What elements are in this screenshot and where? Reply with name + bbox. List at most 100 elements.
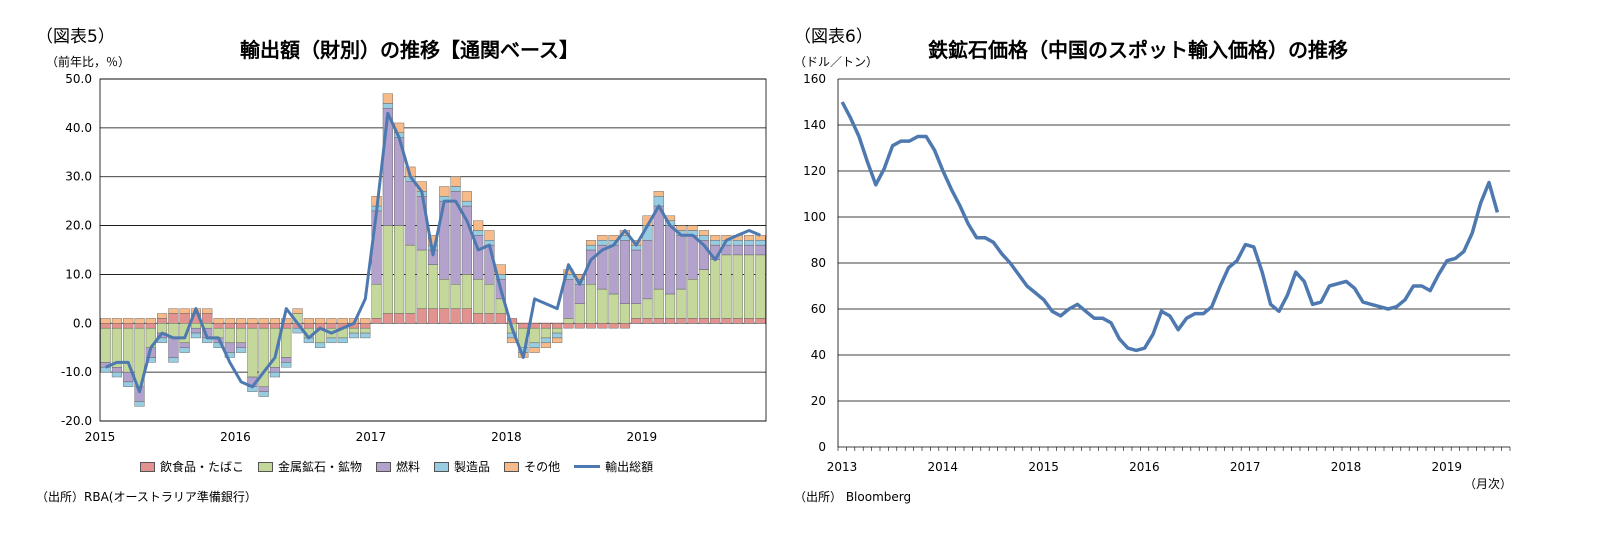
bar-0-26: [394, 313, 405, 324]
bar-2-14: [258, 386, 269, 392]
bar-3-53: [698, 235, 709, 241]
bar-0-49: [653, 318, 664, 324]
bar-1-48: [642, 298, 653, 319]
bar-0-24: [371, 318, 382, 324]
bar-1-51: [676, 288, 687, 319]
bar-3-12: [236, 347, 247, 353]
total-exports-line: [105, 111, 761, 394]
bar-4-54: [710, 235, 721, 241]
bar-2-6: [168, 337, 179, 358]
bar-4-9: [202, 308, 213, 314]
bar-0-50: [664, 318, 676, 324]
left-legend: 飲食品・たばこ 金属鉱石・鉱物 燃料 製造品 その他 輸出総額: [140, 458, 653, 475]
bar-2-16: [281, 357, 292, 363]
bar-0-14: [258, 323, 269, 329]
bar-0-25: [382, 313, 393, 324]
bar-4-15: [269, 318, 281, 324]
bar-0-31: [450, 308, 461, 324]
bar-4-34: [484, 230, 495, 241]
bar-1-53: [698, 269, 709, 319]
bar-2-56: [732, 244, 743, 256]
bar-2-48: [642, 240, 653, 300]
right-chart-title: 鉄鉱石価格（中国のスポット輸入価格）の推移: [928, 38, 1348, 62]
iron-ore-chart: 0 20 40 60 80 100 120 140 160 2013 2014 2015 2016 201…: [803, 72, 1511, 474]
bar-0-40: [552, 323, 563, 329]
bar-1-39: [540, 327, 551, 339]
legend-label-total: 輸出総額: [605, 460, 654, 474]
left-panel: （図表5） 輸出額（財別）の推移【通関ベース】 （前年比，％） -20.0 -10…: [36, 27, 767, 504]
bar-0-15: [269, 323, 281, 329]
iron-ore-price-line: [840, 101, 1500, 353]
bar-4-7: [179, 308, 190, 314]
bar-2-50: [664, 225, 676, 295]
legend-item-fuel: 燃料: [376, 458, 420, 475]
bar-2-15: [269, 367, 281, 373]
x-tick-label-3: 2016: [1129, 460, 1160, 474]
bar-1-31: [450, 284, 461, 309]
bar-0-58: [755, 318, 766, 324]
bar-4-33: [473, 220, 484, 231]
bar-0-18: [303, 323, 314, 329]
bar-3-38: [529, 342, 540, 348]
bar-0-27: [405, 313, 416, 324]
bar-3-58: [755, 240, 766, 246]
y-tick-label-3: 10.0: [65, 267, 92, 281]
y-tick-label-0: -20.0: [61, 414, 92, 428]
right-x-unit-label: （月次）: [1464, 477, 1513, 491]
bar-4-29: [427, 235, 439, 246]
bar-0-56: [732, 318, 743, 324]
bar-1-32: [461, 274, 472, 309]
bar-0-7: [179, 313, 190, 324]
bar-0-5: [157, 318, 168, 324]
y-tick-label-5: 30.0: [65, 170, 92, 184]
bar-3-16: [281, 362, 292, 368]
bar-3-40: [552, 332, 563, 339]
bar-2-52: [687, 235, 698, 280]
bar-4-3: [134, 318, 145, 324]
bar-4-4: [145, 318, 156, 324]
bar-4-21: [337, 318, 348, 324]
bar-0-57: [744, 318, 755, 324]
bar-4-43: [585, 240, 597, 246]
bar-1-23: [360, 327, 371, 334]
bar-1-5: [157, 323, 168, 334]
bar-3-44: [597, 240, 608, 246]
bar-1-50: [664, 293, 676, 319]
left-chart-title: 輸出額（財別）の推移【通関ベース】: [240, 38, 579, 62]
bar-0-53: [698, 318, 709, 324]
bar-4-30: [439, 186, 450, 197]
bar-4-44: [597, 235, 608, 241]
bar-0-54: [710, 318, 721, 324]
bar-1-11: [224, 327, 235, 344]
bar-4-5: [157, 313, 168, 319]
bar-4-13: [247, 318, 258, 324]
bar-2-51: [676, 235, 687, 290]
bar-0-52: [687, 318, 698, 324]
bar-2-7: [179, 342, 190, 348]
bar-2-47: [631, 249, 642, 304]
bar-0-55: [721, 318, 732, 324]
left-source: （出所）RBA(オーストラリア準備銀行）: [36, 490, 257, 504]
bar-4-38: [529, 347, 540, 353]
x-tick-label-1: 2014: [928, 460, 959, 474]
legend-item-manufactured: 製造品: [434, 458, 490, 475]
bar-0-46: [619, 323, 630, 329]
export-chart: -20.0 -10.0 0.0 10.0 20.0 30.0 40.0 50.0 2015 201…: [61, 72, 767, 444]
bar-1-8: [190, 323, 202, 329]
y-tick-label-3: 60: [811, 302, 826, 316]
right-unit-label: （ドル／トン）: [794, 55, 879, 69]
y-tick-label-0: 0: [818, 440, 826, 454]
legend-swatch-manufactured: [434, 461, 450, 472]
bar-3-54: [710, 240, 721, 246]
bar-0-2: [123, 323, 134, 329]
legend-item-other: その他: [504, 458, 560, 475]
x-tick-label-0: 2015: [85, 430, 116, 444]
bar-1-38: [529, 327, 540, 344]
x-tick-label-6: 2019: [1432, 460, 1463, 474]
y-tick-label-6: 120: [803, 164, 826, 178]
bar-0-0: [100, 323, 111, 329]
bar-3-2: [123, 381, 134, 387]
bar-0-20: [326, 323, 337, 329]
y-tick-label-4: 80: [811, 256, 826, 270]
bar-2-57: [744, 244, 755, 256]
